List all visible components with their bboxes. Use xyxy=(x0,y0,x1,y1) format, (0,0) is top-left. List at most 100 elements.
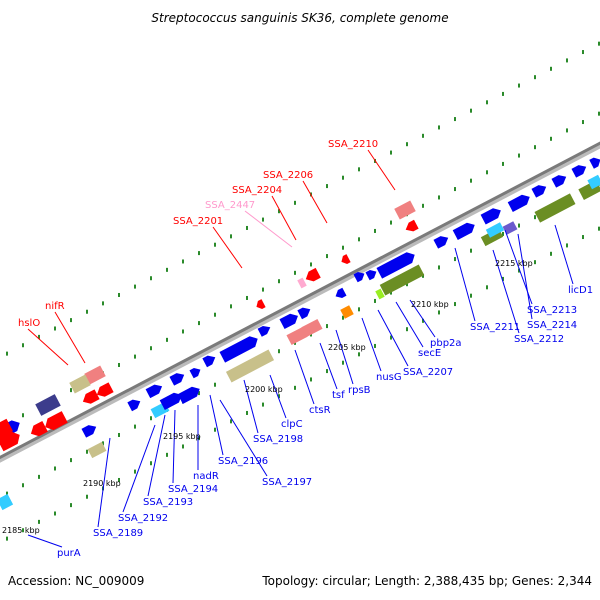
gene-label: SSA_2211 xyxy=(470,322,520,333)
tick-dot xyxy=(326,254,328,259)
tick-dot xyxy=(534,260,536,265)
leader-line xyxy=(554,224,574,285)
tick-dot xyxy=(6,491,8,496)
tick-dot xyxy=(534,75,536,80)
gene-label: SSA_2197 xyxy=(262,477,312,488)
gene-label: SSA_2192 xyxy=(118,513,168,524)
tick-dot xyxy=(278,349,280,354)
tick-dot xyxy=(198,436,200,441)
feature xyxy=(301,318,323,338)
tick-dot xyxy=(438,265,440,270)
leader-line xyxy=(219,399,268,477)
tick-dot xyxy=(438,125,440,130)
tick-dot xyxy=(534,145,536,150)
feature xyxy=(256,299,266,309)
tick-label: 2195 kbp xyxy=(163,432,201,441)
tick-dot xyxy=(390,220,392,225)
gene-label: SSA_2214 xyxy=(527,320,577,331)
feature xyxy=(219,336,258,363)
gene-label: licD1 xyxy=(568,285,593,296)
feature xyxy=(0,418,13,442)
gene-label: SSA_2207 xyxy=(403,367,453,378)
tick-dot xyxy=(582,120,584,125)
tick-dot xyxy=(70,318,72,323)
tick-dot xyxy=(38,334,40,339)
tick-dot xyxy=(486,285,488,290)
tick-label: 2210 kbp xyxy=(411,300,449,309)
tick-dot xyxy=(390,335,392,340)
gene-label: secE xyxy=(418,348,441,359)
feature-track xyxy=(0,157,600,511)
feature xyxy=(96,382,114,397)
tick-dot xyxy=(230,234,232,239)
feature xyxy=(375,288,385,300)
tick-dot xyxy=(198,321,200,326)
tick-dot xyxy=(22,528,24,533)
gene-label: SSA_2189 xyxy=(93,528,143,539)
tick-dot xyxy=(502,91,504,96)
tick-dot xyxy=(502,231,504,236)
feature xyxy=(159,392,182,410)
leader-line xyxy=(302,180,328,224)
tick-dot xyxy=(374,298,376,303)
feature xyxy=(305,267,321,282)
tick-dot xyxy=(326,324,328,329)
feature xyxy=(335,287,347,298)
tick-dot xyxy=(550,136,552,141)
leader-line xyxy=(335,329,354,385)
gene-label: SSA_2198 xyxy=(253,434,303,445)
leader-line xyxy=(517,233,533,320)
tick-dot xyxy=(22,483,24,488)
tick-dot xyxy=(118,477,120,482)
tick-dot xyxy=(582,235,584,240)
leader-line xyxy=(409,299,436,338)
tick-dot xyxy=(214,312,216,317)
tick-dot xyxy=(70,388,72,393)
tick-dot xyxy=(326,184,328,189)
gene-label: nusG xyxy=(376,372,402,383)
leader-line xyxy=(54,311,86,364)
tick-dot xyxy=(102,441,104,446)
tick-dot xyxy=(246,225,248,230)
feature xyxy=(30,420,48,437)
feature xyxy=(45,411,68,431)
tick-dot xyxy=(438,310,440,315)
tick-dot xyxy=(598,226,600,231)
tick-dot xyxy=(518,153,520,158)
tick-dot xyxy=(518,83,520,88)
leader-line xyxy=(172,409,176,484)
tick-dot xyxy=(118,362,120,367)
tick-label: 2200 kbp xyxy=(245,385,283,394)
tick-dot xyxy=(454,257,456,262)
tick-dots xyxy=(6,41,600,541)
gene-label: SSA_2196 xyxy=(218,456,268,467)
tick-dot xyxy=(166,452,168,457)
feature xyxy=(35,394,61,416)
feature xyxy=(87,441,107,459)
tick-dot xyxy=(342,245,344,250)
tick-dot xyxy=(22,413,24,418)
leader-line xyxy=(492,249,520,334)
feature xyxy=(84,365,106,385)
tick-dot xyxy=(134,284,136,289)
tick-dot xyxy=(294,385,296,390)
tick-dot xyxy=(374,343,376,348)
tick-label: 2190 kbp xyxy=(83,479,121,488)
leader-line xyxy=(294,349,315,405)
tick-dot xyxy=(566,243,568,248)
tick-dot xyxy=(406,142,408,147)
tick-dot xyxy=(246,410,248,415)
tick-dot xyxy=(262,402,264,407)
tick-dot xyxy=(262,287,264,292)
tick-dot xyxy=(422,318,424,323)
backbone xyxy=(0,141,600,460)
tick-dot xyxy=(230,419,232,424)
tick-dot xyxy=(454,117,456,122)
feature xyxy=(81,425,97,438)
tick-dot xyxy=(502,276,504,281)
tick-dot xyxy=(86,449,88,454)
tick-dot xyxy=(182,444,184,449)
tick-dot xyxy=(374,228,376,233)
feature xyxy=(405,219,419,232)
label-leaders xyxy=(27,149,574,548)
